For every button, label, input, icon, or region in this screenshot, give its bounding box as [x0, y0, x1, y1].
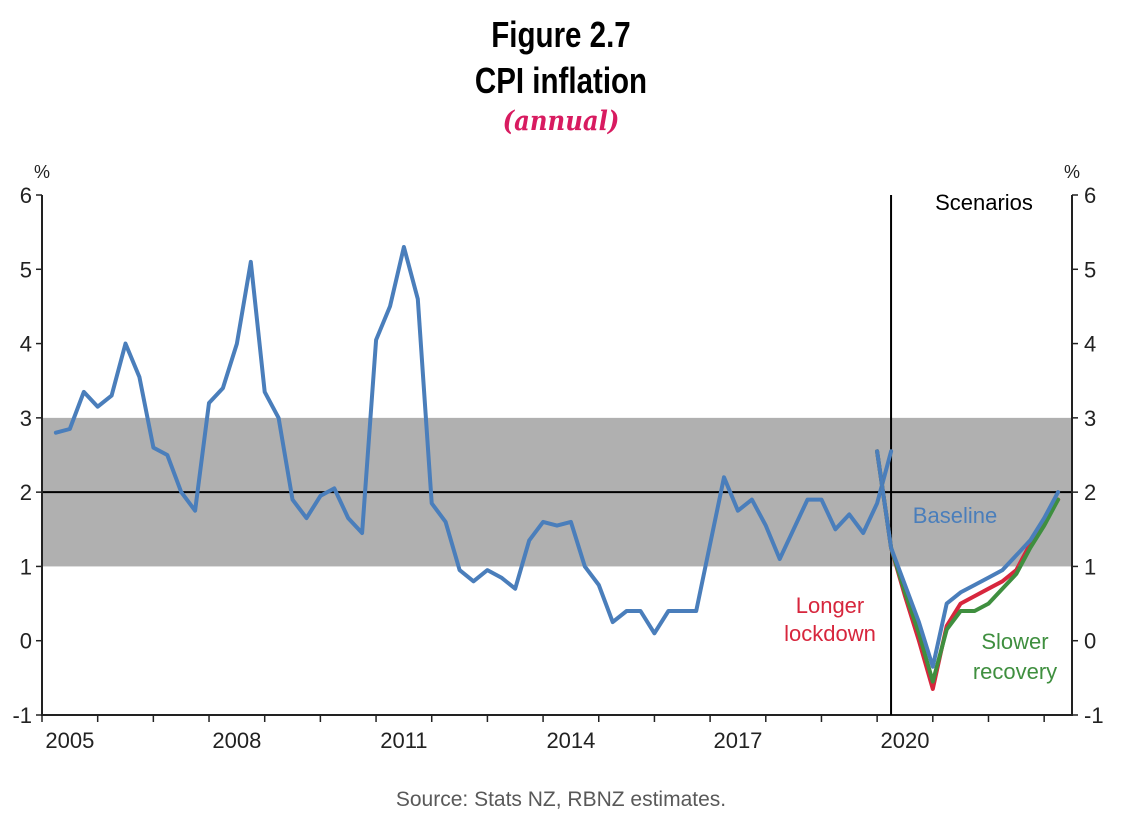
y-tick-label-left: 1 — [20, 554, 32, 579]
y-tick-label-left: 5 — [20, 257, 32, 282]
label-slower-recovery-line1: Slower — [981, 629, 1048, 654]
label-longer-lockdown-line1: Longer — [796, 593, 865, 618]
x-tick-label: 2005 — [45, 728, 94, 753]
chart-title: CPI inflation — [474, 60, 648, 101]
chart-note: (annual) — [502, 106, 620, 137]
label-longer-lockdown-line2: lockdown — [784, 621, 876, 646]
y-tick-label-left: -1 — [12, 703, 32, 728]
x-tick-label: 2014 — [546, 728, 595, 753]
series-line-slower-recovery — [875, 449, 1061, 684]
label-baseline: Baseline — [913, 503, 997, 528]
scenarios-label: Scenarios — [935, 190, 1033, 215]
y-tick-label-right: 5 — [1084, 257, 1096, 282]
y-tick-label-left: 4 — [20, 332, 32, 357]
y-tick-label-left: 2 — [20, 480, 32, 505]
y-axis-unit-right: % — [1064, 162, 1080, 182]
x-tick-label: 2020 — [880, 728, 929, 753]
y-tick-label-right: -1 — [1084, 703, 1104, 728]
y-tick-label-right: 6 — [1084, 183, 1096, 208]
y-tick-label-right: 0 — [1084, 629, 1096, 654]
x-tick-label: 2011 — [380, 728, 427, 753]
x-tick-label: 2017 — [713, 728, 762, 753]
y-axis-unit-left: % — [34, 162, 50, 182]
y-tick-label-left: 0 — [20, 629, 32, 654]
y-tick-label-right: 2 — [1084, 480, 1096, 505]
y-tick-label-right: 1 — [1084, 554, 1096, 579]
series-line-baseline — [875, 449, 1061, 669]
y-tick-label-right: 3 — [1084, 406, 1096, 431]
y-tick-label-left: 6 — [20, 183, 32, 208]
x-tick-label: 2008 — [212, 728, 261, 753]
figure-number: Figure 2.7 — [491, 14, 631, 55]
y-tick-label-right: 4 — [1084, 332, 1096, 357]
source-note: Source: Stats NZ, RBNZ estimates. — [395, 788, 727, 811]
series-line-historical — [53, 245, 894, 636]
y-tick-label-left: 3 — [20, 406, 32, 431]
label-slower-recovery-line2: recovery — [973, 659, 1057, 684]
